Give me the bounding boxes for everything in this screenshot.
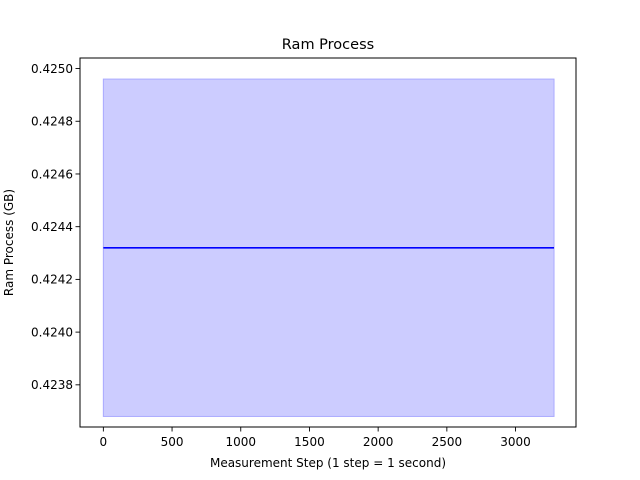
y-axis: 0.4238 0.4240 0.4242 0.4244 0.4246 0.4248 0.42… <box>31 62 80 392</box>
x-tick-label: 3000 <box>500 435 531 449</box>
y-tick-label: 0.4246 <box>31 167 73 181</box>
x-axis-label: Measurement Step (1 step = 1 second) <box>210 456 446 470</box>
x-tick-label: 500 <box>161 435 184 449</box>
y-axis-label: Ram Process (GB) <box>2 189 16 296</box>
y-tick-label: 0.4244 <box>31 220 73 234</box>
y-tick-label: 0.4248 <box>31 115 73 129</box>
y-tick-label: 0.4242 <box>31 273 73 287</box>
x-tick-label: 1500 <box>294 435 325 449</box>
y-tick-label: 0.4240 <box>31 325 73 339</box>
chart-title: Ram Process <box>282 37 374 53</box>
y-tick-label: 0.4250 <box>31 62 73 76</box>
x-tick-label: 0 <box>100 435 108 449</box>
x-tick-label: 2000 <box>363 435 394 449</box>
plot-frame <box>79 57 577 428</box>
x-tick-label: 2500 <box>432 435 463 449</box>
plot-area <box>102 78 555 417</box>
x-tick-label: 1000 <box>225 435 256 449</box>
y-tick-label: 0.4238 <box>31 378 73 392</box>
x-axis: 0 500 1000 1500 2000 2500 3000 <box>100 427 531 449</box>
